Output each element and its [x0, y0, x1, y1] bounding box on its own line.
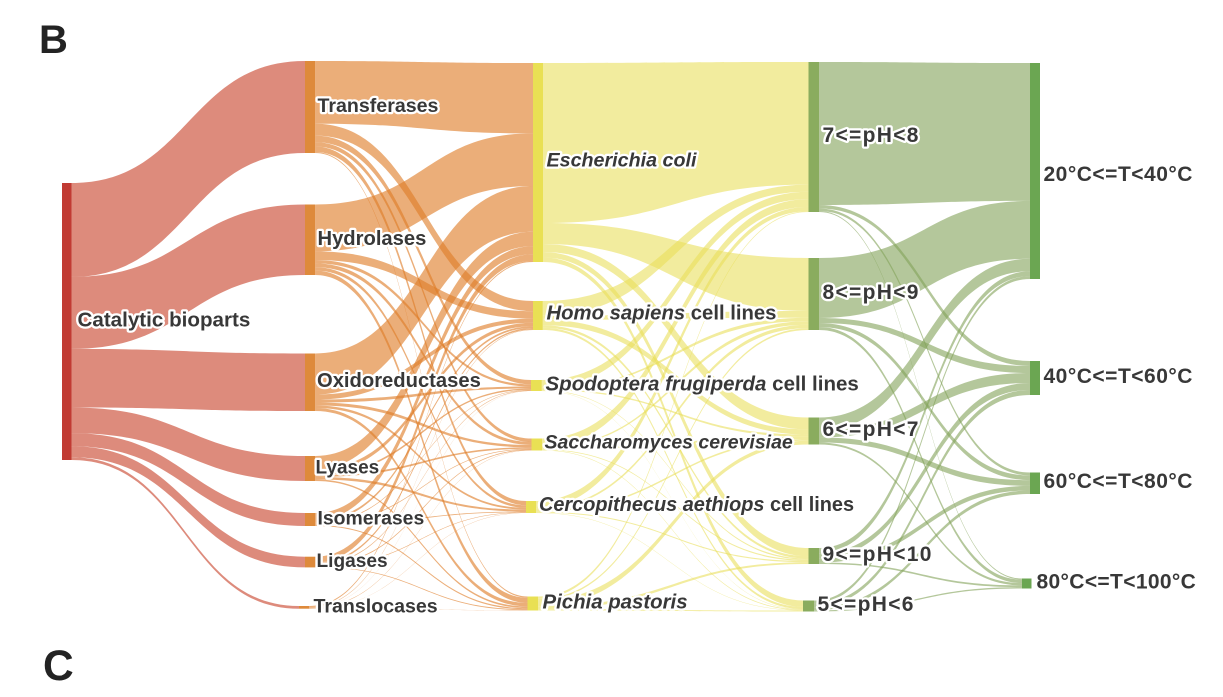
svg-text:Lyases: Lyases [316, 457, 380, 478]
svg-text:Spodoptera frugiperda cell lin: Spodoptera frugiperda cell lines [546, 372, 859, 395]
svg-text:B: B [39, 18, 68, 62]
svg-text:60°C<=T<80°C: 60°C<=T<80°C [1044, 470, 1193, 493]
svg-text:Saccharomyces cerevisiae: Saccharomyces cerevisiae [545, 432, 793, 454]
svg-text:5<=pH<6: 5<=pH<6 [818, 593, 915, 616]
svg-text:C: C [43, 643, 74, 690]
svg-text:Escherichia coli: Escherichia coli [547, 150, 697, 172]
svg-text:Isomerases: Isomerases [318, 508, 425, 530]
svg-text:8<=pH<9: 8<=pH<9 [823, 281, 920, 304]
svg-text:Oxidoreductases: Oxidoreductases [317, 370, 481, 392]
svg-text:Catalytic bioparts: Catalytic bioparts [78, 308, 251, 331]
svg-text:20°C<=T<40°C: 20°C<=T<40°C [1044, 163, 1193, 186]
svg-text:7<=pH<8: 7<=pH<8 [823, 124, 920, 147]
svg-text:80°C<=T<100°C: 80°C<=T<100°C [1037, 570, 1197, 593]
svg-text:Pichia pastoris: Pichia pastoris [543, 592, 688, 614]
svg-text:Ligases: Ligases [317, 551, 388, 572]
svg-text:Homo sapiens cell lines: Homo sapiens cell lines [547, 303, 777, 325]
svg-text:Hydrolases: Hydrolases [318, 228, 427, 250]
svg-text:40°C<=T<60°C: 40°C<=T<60°C [1044, 365, 1193, 388]
svg-text:9<=pH<10: 9<=pH<10 [823, 543, 933, 566]
svg-text:Translocases: Translocases [314, 595, 438, 617]
svg-text:Transferases: Transferases [318, 95, 439, 117]
svg-text:6<=pH<7: 6<=pH<7 [823, 418, 920, 441]
svg-text:Cercopithecus aethiops cell li: Cercopithecus aethiops cell lines [539, 494, 854, 516]
